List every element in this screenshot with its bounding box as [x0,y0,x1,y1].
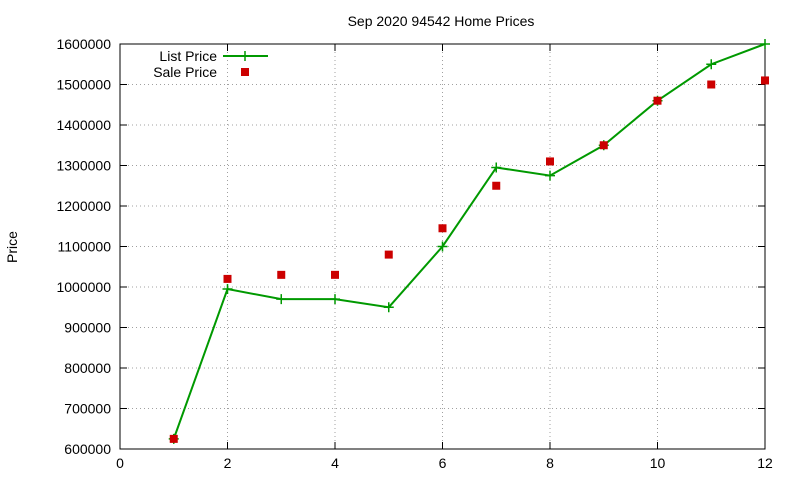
list-price-point [437,241,448,252]
y-axis-label: Price [4,231,20,263]
y-tick-label: 1300000 [56,158,111,174]
x-tick-label: 10 [650,455,666,471]
list-price-point [545,170,555,181]
y-tick-label: 600000 [64,441,111,457]
list-price-point [330,294,340,305]
x-tick-label: 6 [439,455,447,471]
x-tick-label: 2 [224,455,232,471]
y-tick-label: 1100000 [58,239,112,255]
sale-price-point [384,250,393,259]
x-tick-label: 0 [116,455,124,471]
y-tick-label: 900000 [64,320,111,336]
y-tick-label: 1600000 [56,36,111,52]
legend-label: Sale Price [153,64,217,80]
list-price-point [760,39,770,49]
sale-price-point [223,274,232,283]
sale-price-point [707,80,716,89]
sale-price-point [169,434,178,443]
sale-price-point [599,141,608,150]
series-layer [168,39,770,444]
list-price-point [491,162,502,173]
list-price-point [276,294,287,305]
y-tick-label: 1200000 [56,198,111,214]
list-price-point [383,302,394,313]
series-line-list-price [172,43,766,440]
y-tick-label: 1500000 [56,77,111,93]
legend-swatch-marker [241,68,249,76]
x-tick-label: 8 [546,455,554,471]
legend-label: List Price [159,48,217,64]
list-price-point [222,284,233,295]
plot-frame [119,43,766,450]
sale-price-point [653,96,662,105]
x-tick-label: 4 [331,455,339,471]
sale-price-point [331,270,339,279]
chart-title: Sep 2020 94542 Home Prices [348,13,535,29]
legend-swatch-marker [240,51,250,61]
y-tick-label: 800000 [64,360,111,376]
y-tick-label: 700000 [64,401,111,417]
axes: 600000 700000 800000 900000 1000000 1100000 12… [56,36,773,471]
list-price-point [706,59,717,70]
y-tick-label: 1000000 [56,279,111,295]
x-tick-label: 12 [757,455,773,471]
sale-price-point [546,157,554,166]
sale-price-point [492,181,501,190]
sale-price-point [277,270,286,279]
sale-price-point [761,76,769,85]
y-tick-label: 1400000 [56,117,111,133]
sale-price-point [438,224,447,233]
